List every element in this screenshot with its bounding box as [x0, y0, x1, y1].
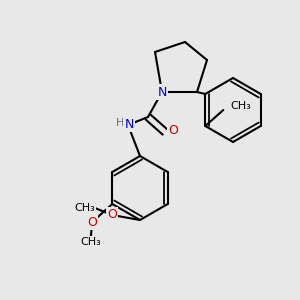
Text: H: H: [116, 118, 124, 128]
Text: N: N: [157, 85, 167, 98]
Text: N: N: [124, 118, 134, 130]
Text: O: O: [107, 208, 117, 221]
Text: O: O: [87, 215, 97, 229]
Text: O: O: [168, 124, 178, 136]
Text: CH₃: CH₃: [230, 101, 251, 111]
Text: CH₃: CH₃: [74, 203, 95, 213]
Text: CH₃: CH₃: [80, 237, 101, 247]
